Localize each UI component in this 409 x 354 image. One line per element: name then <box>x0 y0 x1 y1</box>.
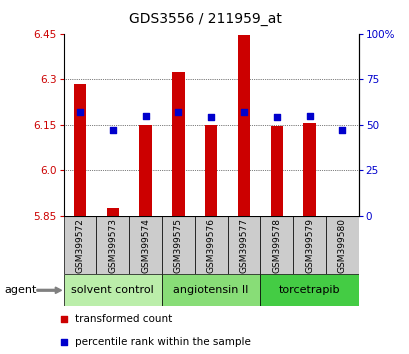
Bar <box>303 123 315 216</box>
Text: GSM399574: GSM399574 <box>141 218 150 273</box>
Text: GSM399577: GSM399577 <box>239 218 248 273</box>
Text: GSM399576: GSM399576 <box>206 218 215 273</box>
Text: GSM399573: GSM399573 <box>108 218 117 273</box>
Point <box>60 339 67 344</box>
Bar <box>227 216 260 274</box>
Bar <box>63 216 96 274</box>
Text: GSM399578: GSM399578 <box>272 218 281 273</box>
Bar <box>335 216 348 217</box>
Point <box>60 316 67 321</box>
Bar <box>74 84 86 216</box>
Bar <box>237 35 249 216</box>
Text: percentile rank within the sample: percentile rank within the sample <box>75 337 251 347</box>
Point <box>76 109 83 115</box>
Point <box>142 113 148 119</box>
Bar <box>162 216 194 274</box>
Point <box>306 113 312 119</box>
Point <box>240 109 247 115</box>
Bar <box>260 216 292 274</box>
Text: GSM399572: GSM399572 <box>75 218 84 273</box>
Point <box>338 127 345 133</box>
Text: GSM399575: GSM399575 <box>173 218 182 273</box>
Bar <box>270 126 282 216</box>
Bar <box>106 209 119 216</box>
Text: agent: agent <box>4 285 36 295</box>
Bar <box>194 216 227 274</box>
Bar <box>63 274 162 306</box>
Bar <box>162 274 260 306</box>
Text: transformed count: transformed count <box>75 314 172 324</box>
Text: GSM399580: GSM399580 <box>337 218 346 273</box>
Text: solvent control: solvent control <box>71 285 154 295</box>
Bar <box>292 216 325 274</box>
Bar <box>129 216 162 274</box>
Text: GDS3556 / 211959_at: GDS3556 / 211959_at <box>128 12 281 27</box>
Point <box>207 115 214 120</box>
Bar <box>260 274 358 306</box>
Text: GSM399579: GSM399579 <box>304 218 313 273</box>
Point <box>273 115 279 120</box>
Text: angiotensin II: angiotensin II <box>173 285 248 295</box>
Bar <box>204 125 217 216</box>
Bar <box>139 125 151 216</box>
Bar <box>325 216 358 274</box>
Bar <box>96 216 129 274</box>
Bar <box>172 72 184 216</box>
Point <box>175 109 181 115</box>
Text: torcetrapib: torcetrapib <box>278 285 339 295</box>
Point <box>109 127 116 133</box>
